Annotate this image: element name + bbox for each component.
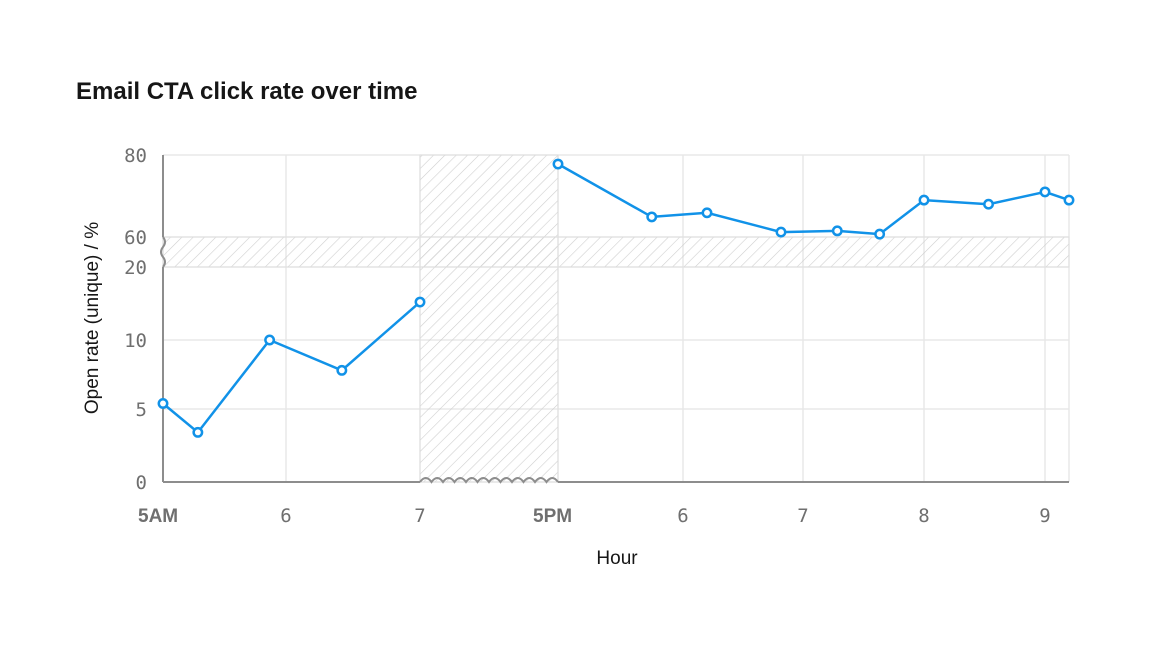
chart-title: Email CTA click rate over time: [76, 78, 418, 105]
x-tick-label: 9: [1039, 505, 1050, 527]
data-point: [983, 198, 994, 210]
x-tick-label: 7: [414, 505, 425, 527]
data-point: [336, 364, 348, 376]
data-point: [1063, 194, 1075, 206]
data-point: [192, 426, 204, 438]
y-axis-break-squiggle: [160, 236, 166, 268]
series-line: [157, 158, 1075, 438]
y-break-band: [163, 237, 1069, 267]
y-tick-label: 10: [124, 330, 147, 352]
axes: [160, 155, 1069, 484]
y-axis-label: Open rate (unique) / %: [82, 222, 103, 414]
x-tick-label: 7: [797, 505, 808, 527]
y-break-border: [162, 236, 1070, 268]
x-tick-label: 8: [918, 505, 929, 527]
x-break-band: [420, 155, 558, 482]
data-point: [831, 225, 843, 237]
data-point: [552, 158, 564, 170]
x-tick-label: 6: [280, 505, 291, 527]
data-point: [264, 334, 276, 346]
x-axis-label: Hour: [596, 548, 638, 569]
data-point: [646, 211, 658, 223]
data-point: [414, 296, 426, 308]
x-axis-break-squiggle: [419, 477, 559, 484]
data-point: [775, 226, 787, 238]
tick-labels: 0 5 10 20 60 80 5AM 6 7 5PM 6 7 8 9: [124, 145, 1051, 527]
series-line-segment: [162, 301, 421, 435]
data-point: [1039, 186, 1051, 198]
x-tick-label: 6: [677, 505, 688, 527]
data-point: [701, 207, 713, 219]
axis-breaks: [162, 154, 1070, 483]
data-point: [918, 194, 930, 206]
y-tick-label: 20: [124, 257, 147, 279]
x-tick-label: 5PM: [533, 506, 572, 527]
series-line-segment: [557, 162, 1070, 236]
y-tick-label: 80: [124, 145, 147, 167]
data-point: [157, 398, 169, 409]
x-tick-label: 5AM: [138, 506, 178, 527]
grid-lines: [162, 154, 1070, 483]
y-tick-label: 5: [136, 399, 147, 421]
y-tick-label: 0: [136, 472, 147, 494]
y-tick-label: 60: [124, 227, 147, 249]
data-point: [874, 228, 886, 240]
